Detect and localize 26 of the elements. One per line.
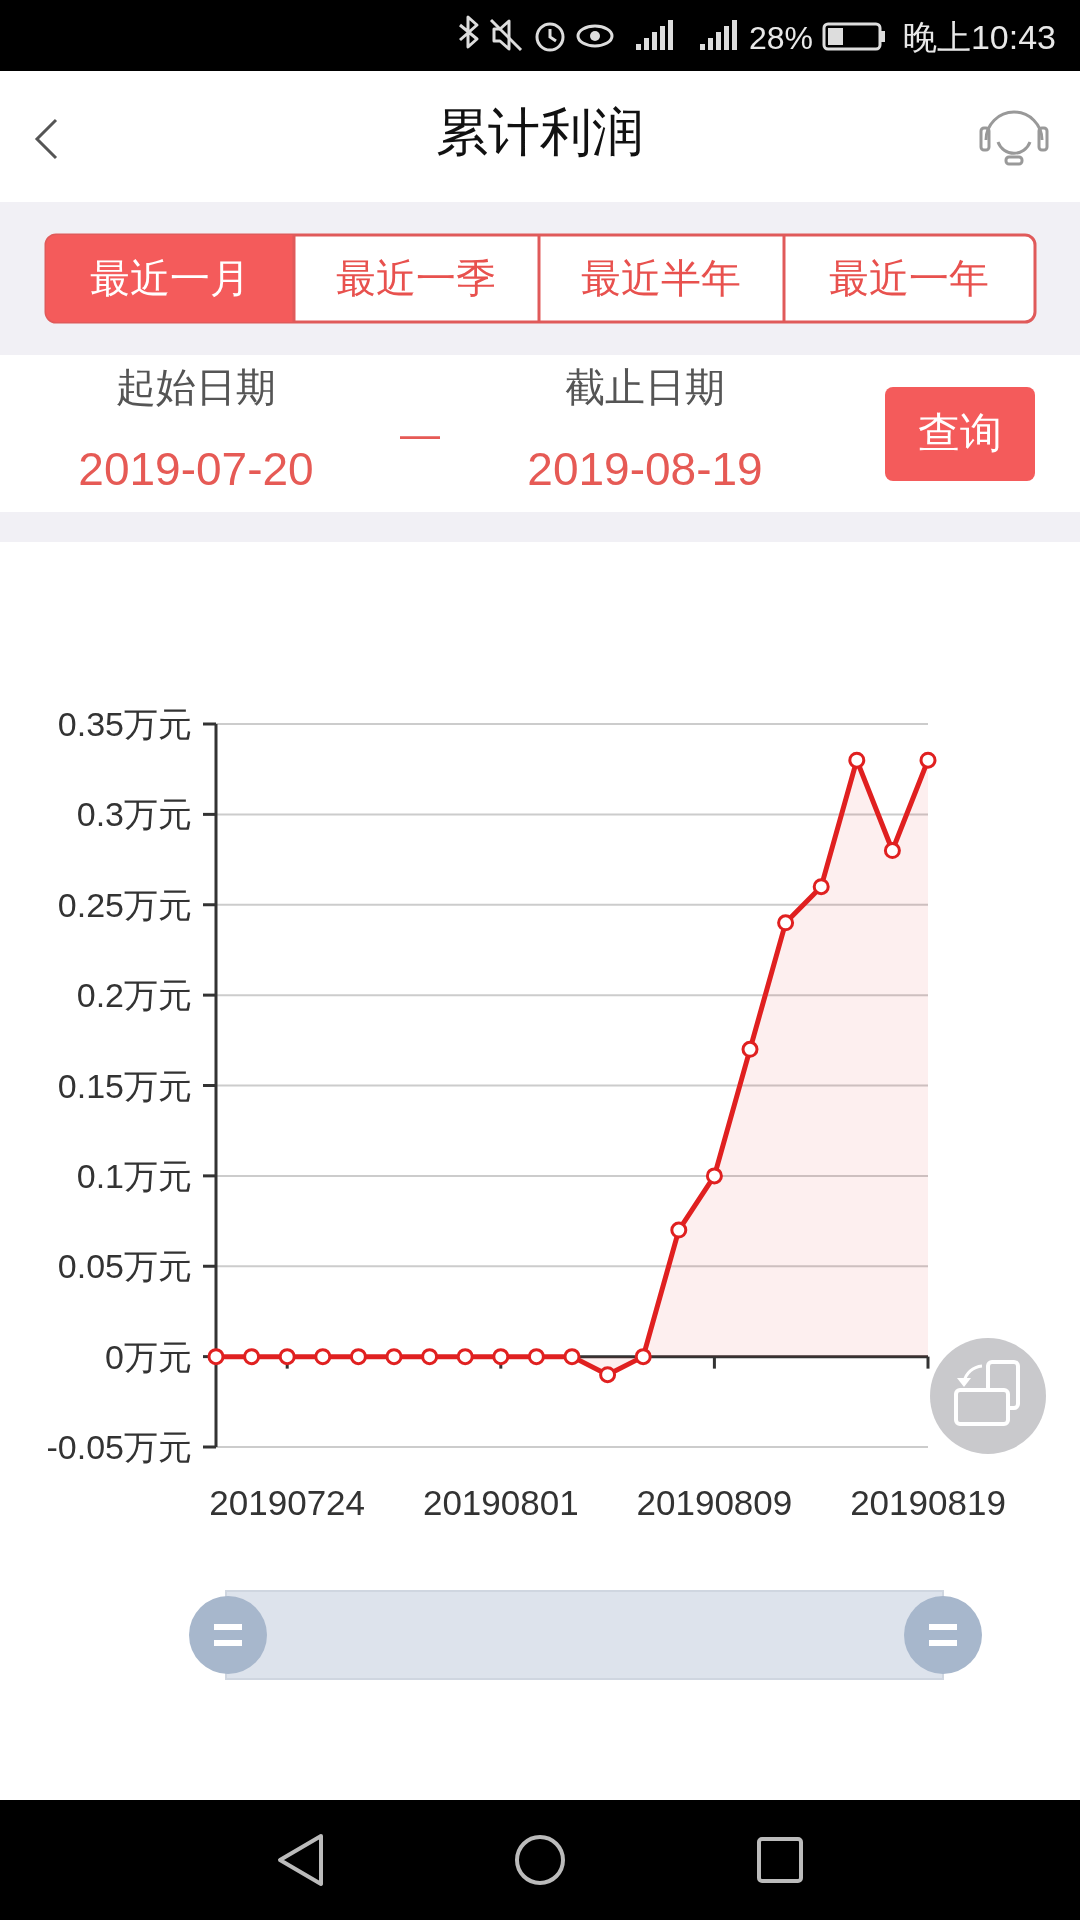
annotation: — — [400, 412, 440, 456]
annotation: 最近一年 — [829, 256, 989, 300]
annotation: 截止日期 — [565, 365, 725, 409]
ytick-label: 0.35万元 — [57, 705, 192, 743]
annotation: 28% — [749, 20, 813, 56]
annotation: 起始日期 — [116, 365, 276, 409]
ytick-label: -0.05万元 — [46, 1428, 192, 1466]
ytick-label: 0.25万元 — [57, 885, 192, 924]
xtick-label: 20190809 — [636, 1483, 793, 1522]
annotation: 2019-08-19 — [527, 443, 763, 495]
xtick-label: 20190724 — [209, 1483, 366, 1522]
ytick-label: 0万元 — [105, 1337, 192, 1376]
xtick-label: 20190801 — [422, 1483, 579, 1522]
annotation: 2019-07-20 — [78, 443, 314, 495]
ytick-label: 0.1万元 — [76, 1156, 192, 1195]
title: 累计利润 — [436, 103, 644, 161]
annotation: 最近一月 — [90, 256, 250, 300]
annotation: 最近一季 — [336, 256, 496, 300]
xtick-label: 20190819 — [850, 1483, 1006, 1522]
annotation: 查询 — [918, 409, 1002, 456]
ytick-label: 0.3万元 — [76, 795, 192, 834]
ytick-label: 0.2万元 — [76, 976, 192, 1015]
ytick-label: 0.15万元 — [57, 1066, 192, 1105]
annotation: 最近半年 — [581, 256, 741, 300]
ytick-label: 0.05万元 — [57, 1247, 192, 1286]
annotation: 晚上10:43 — [902, 18, 1056, 56]
